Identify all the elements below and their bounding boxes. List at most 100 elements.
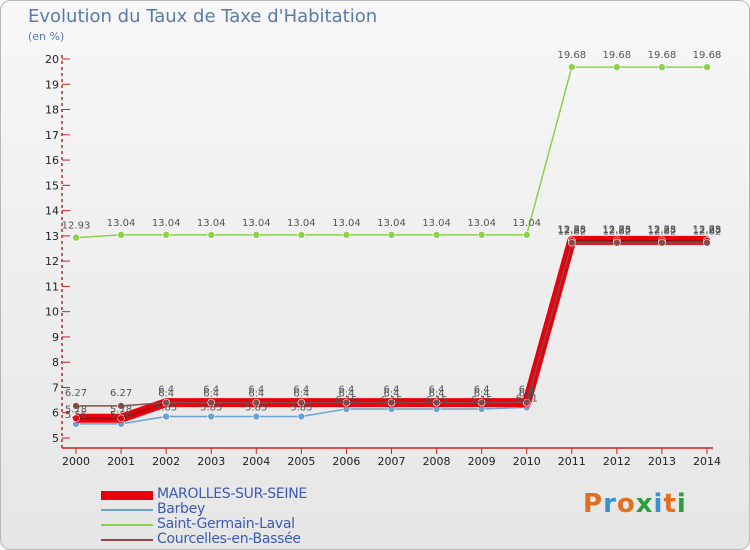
data-label: 12.88 (693, 225, 722, 236)
x-tick-label: 2007 (378, 455, 406, 468)
legend-swatch (101, 539, 153, 541)
data-point-courcelles-en-bass-e (207, 398, 216, 407)
data-label: 12.73 (557, 225, 586, 236)
data-label: 13.04 (512, 218, 541, 229)
data-label: 5.78 (65, 404, 87, 415)
data-label: 12.82 (557, 226, 586, 237)
data-point-courcelles-en-bass-e (387, 398, 396, 407)
data-label: 12.93 (62, 221, 91, 232)
data-label: 6.4 (429, 385, 445, 396)
data-label: 5.85 (155, 403, 177, 414)
y-tick-label: 19 (45, 78, 59, 91)
data-point-courcelles-en-bass-e (252, 398, 261, 407)
x-tick-label: 2002 (152, 455, 180, 468)
data-point-courcelles-en-bass-e (477, 398, 486, 407)
grid (62, 58, 70, 439)
data-point-barbey (252, 412, 261, 421)
data-label: 13.04 (152, 218, 181, 229)
data-point-courcelles-en-bass-e (72, 402, 80, 410)
series-line-saint-germain-laval (75, 66, 707, 239)
x-tick-label: 2003 (197, 455, 225, 468)
data-label: 6.15 (471, 395, 493, 406)
data-label: 6.4 (519, 389, 535, 400)
logo-letter: x (635, 489, 654, 519)
data-label: 6.4 (203, 389, 219, 400)
y-tick-label: 9 (52, 331, 59, 344)
data-label: 5.85 (245, 403, 267, 414)
data-label: 6.4 (338, 385, 354, 396)
x-tick-label: 2012 (603, 455, 631, 468)
y-tick-label: 16 (45, 154, 59, 167)
data-label: 19.68 (648, 50, 677, 61)
data-label: 6.4 (293, 389, 309, 400)
y-tick-label: 5 (52, 432, 59, 445)
data-point-saint-germain-laval (342, 231, 351, 239)
y-tick-label: 17 (45, 129, 59, 142)
data-point-saint-germain-laval (207, 231, 216, 239)
data-label: 5.56 (65, 410, 87, 421)
data-point-courcelles-en-bass-e (522, 398, 531, 407)
data-point-saint-germain-laval (613, 63, 621, 71)
data-point-courcelles-en-bass-e (567, 238, 576, 247)
logo-letter: t (663, 489, 677, 519)
data-point-courcelles-en-bass-e (613, 238, 621, 247)
data-point-saint-germain-laval (297, 231, 306, 239)
proxiti-logo: Proxiti (583, 489, 687, 519)
data-labels: 5.78 5.786.4 6.4 6.4 6.4 6.4 6.4 6.4 6.4 6.412.82… (62, 50, 722, 421)
y-axis-ticks: 5 6 7 8 9 10 11 12 13 14 15 16 17 18 19 20 (45, 53, 59, 445)
data-label: 6.4 (384, 385, 400, 396)
data-point-courcelles-en-bass-e (342, 398, 351, 407)
chart-title: Evolution du Taux de Taxe d'Habitation (28, 6, 378, 27)
data-label: 12.73 (603, 225, 632, 236)
data-label: 6.4 (338, 389, 354, 400)
data-label: 6.4 (158, 385, 174, 396)
y-tick-label: 18 (45, 104, 59, 117)
x-tick-label: 2009 (468, 455, 496, 468)
data-label: 5.85 (290, 403, 312, 414)
data-label: 6.27 (110, 388, 132, 399)
logo-letter: i (676, 489, 687, 519)
data-point-barbey (162, 412, 170, 421)
series-line-courcelles-en-bass-e (76, 241, 707, 407)
x-axis-ticks: 2000 2001 2002 2003 2004 2005 2006 2007 2008 2009… (62, 448, 721, 468)
y-tick-label: 15 (45, 179, 59, 192)
x-tick-label: 2004 (242, 455, 270, 468)
data-label: 6.21 (516, 393, 538, 404)
y-tick-label: 10 (45, 306, 59, 319)
y-tick-label: 13 (45, 230, 59, 243)
x-tick-label: 2001 (107, 455, 135, 468)
data-point-saint-germain-laval (477, 231, 486, 239)
data-point-courcelles-en-bass-e (297, 398, 306, 407)
data-point-saint-germain-laval (432, 231, 441, 239)
data-label: 13.04 (422, 218, 451, 229)
y-tick-label: 8 (52, 356, 59, 369)
data-point-saint-germain-laval (72, 233, 80, 242)
legend-label: Barbey (157, 501, 205, 517)
data-label: 12.88 (648, 225, 677, 236)
y-tick-label: 6 (52, 407, 59, 420)
data-label: 12.88 (557, 225, 586, 236)
data-label: 12.73 (648, 225, 677, 236)
y-tick-label: 14 (45, 205, 59, 218)
data-point-courcelles-en-bass-e (658, 238, 666, 247)
data-point-saint-germain-laval (703, 63, 711, 71)
legend-swatch (101, 490, 153, 500)
y-tick-label: 11 (45, 280, 59, 293)
logo-letter: r (603, 489, 617, 519)
legend-label: Courcelles-en-Bassée (157, 531, 301, 547)
x-tick-label: 2008 (423, 455, 451, 468)
data-point-courcelles-en-bass-e (162, 398, 170, 407)
data-point-marolles-sur-seine (72, 414, 80, 423)
x-tick-label: 2006 (332, 455, 360, 468)
data-label: 6.4 (474, 389, 490, 400)
data-label: 13.04 (467, 218, 496, 229)
data-point-saint-germain-laval (658, 63, 666, 71)
data-label: 13.04 (197, 218, 226, 229)
data-label: 6.4 (248, 389, 264, 400)
data-label: 12.73 (693, 225, 722, 236)
logo-letter: i (653, 489, 664, 519)
x-tick-label: 2000 (62, 455, 90, 468)
data-point-barbey (207, 412, 216, 421)
